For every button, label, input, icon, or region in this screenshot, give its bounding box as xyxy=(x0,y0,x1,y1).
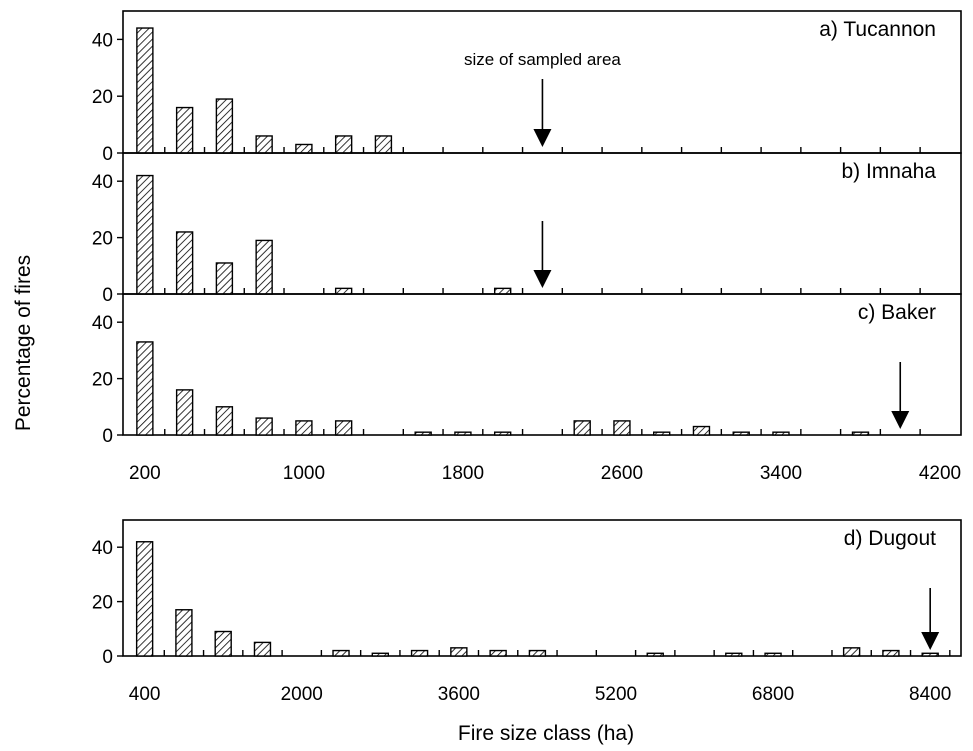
y-tick-label: 0 xyxy=(102,285,113,306)
bar xyxy=(256,136,272,153)
panel-1: 0 20 40 a) Tucannon size of sampled area xyxy=(92,11,961,165)
x-tick-label: 1800 xyxy=(442,463,484,484)
x-tick-label: 4200 xyxy=(919,463,961,484)
y-tick-label: 40 xyxy=(92,30,113,51)
bar xyxy=(773,432,789,435)
arrow-head xyxy=(891,411,909,429)
panels-group: 0 20 40 a) Tucannon size of sampled area 0 20 4… xyxy=(92,11,961,705)
y-tick-label: 20 xyxy=(92,593,113,614)
arrow-head xyxy=(533,270,551,288)
bar xyxy=(296,421,312,435)
y-tick-label: 20 xyxy=(92,229,113,250)
bar xyxy=(495,432,511,435)
bar xyxy=(254,642,270,656)
bar xyxy=(455,432,471,435)
y-tick-label: 0 xyxy=(102,144,113,165)
bar xyxy=(726,653,742,656)
bar xyxy=(137,342,153,435)
bar xyxy=(216,407,232,435)
bar xyxy=(733,432,749,435)
panel-frame xyxy=(123,294,961,435)
bar xyxy=(296,144,312,153)
bar xyxy=(883,651,899,656)
bar xyxy=(647,653,663,656)
bar xyxy=(215,632,231,656)
panel-4: 0 20 40 d) Dugout 400 2000 3600 5200 6800 8400 xyxy=(92,520,961,705)
panel-frame xyxy=(123,520,961,656)
bar xyxy=(693,427,709,435)
x-tick-label: 2600 xyxy=(601,463,643,484)
bar xyxy=(844,648,860,656)
bar xyxy=(765,653,781,656)
bar xyxy=(333,651,349,656)
x-tick-label: 2000 xyxy=(281,684,323,705)
y-axis-label: Percentage of fires xyxy=(12,255,35,431)
bar xyxy=(137,542,153,656)
y-tick-label: 40 xyxy=(92,313,113,334)
bar xyxy=(495,288,511,294)
bar xyxy=(216,263,232,294)
bar xyxy=(176,610,192,656)
bar xyxy=(372,653,388,656)
arrow-head xyxy=(533,129,551,147)
x-tick-label: 400 xyxy=(129,684,161,705)
x-tick-label: 5200 xyxy=(595,684,637,705)
x-tick-label: 1000 xyxy=(283,463,325,484)
bar xyxy=(852,432,868,435)
bar xyxy=(654,432,670,435)
x-axis-label: Fire size class (ha) xyxy=(458,722,634,745)
bar xyxy=(336,421,352,435)
panel-title: c) Baker xyxy=(858,301,936,324)
bar xyxy=(216,99,232,153)
arrow-head xyxy=(921,632,939,650)
panel-title: d) Dugout xyxy=(844,527,936,550)
bar xyxy=(256,418,272,435)
bar xyxy=(529,651,545,656)
panel-title: b) Imnaha xyxy=(841,160,936,183)
panel-2: 0 20 40 b) Imnaha xyxy=(92,153,961,306)
bar xyxy=(177,390,193,435)
bar xyxy=(922,653,938,656)
bar xyxy=(177,232,193,294)
y-tick-label: 0 xyxy=(102,647,113,668)
y-tick-label: 20 xyxy=(92,370,113,391)
bar xyxy=(137,176,153,294)
x-tick-label: 3600 xyxy=(438,684,480,705)
bar xyxy=(177,108,193,153)
y-tick-label: 0 xyxy=(102,426,113,447)
bar xyxy=(375,136,391,153)
y-tick-label: 40 xyxy=(92,172,113,193)
bar xyxy=(415,432,431,435)
y-tick-label: 40 xyxy=(92,538,113,559)
bar xyxy=(256,240,272,294)
panel-3: 0 20 40 c) Baker 200 1000 1800 2600 3400 4200 xyxy=(92,294,961,484)
x-tick-label: 8400 xyxy=(909,684,951,705)
sampled-area-annotation: size of sampled area xyxy=(464,50,621,69)
bar xyxy=(490,651,506,656)
x-tick-label: 6800 xyxy=(752,684,794,705)
y-tick-label: 20 xyxy=(92,87,113,108)
bar xyxy=(451,648,467,656)
bar xyxy=(336,288,352,294)
x-tick-label: 3400 xyxy=(760,463,802,484)
x-tick-label: 200 xyxy=(129,463,161,484)
bar xyxy=(574,421,590,435)
panel-title: a) Tucannon xyxy=(819,18,936,41)
bar xyxy=(614,421,630,435)
bar xyxy=(336,136,352,153)
bar xyxy=(412,651,428,656)
bar xyxy=(137,28,153,153)
